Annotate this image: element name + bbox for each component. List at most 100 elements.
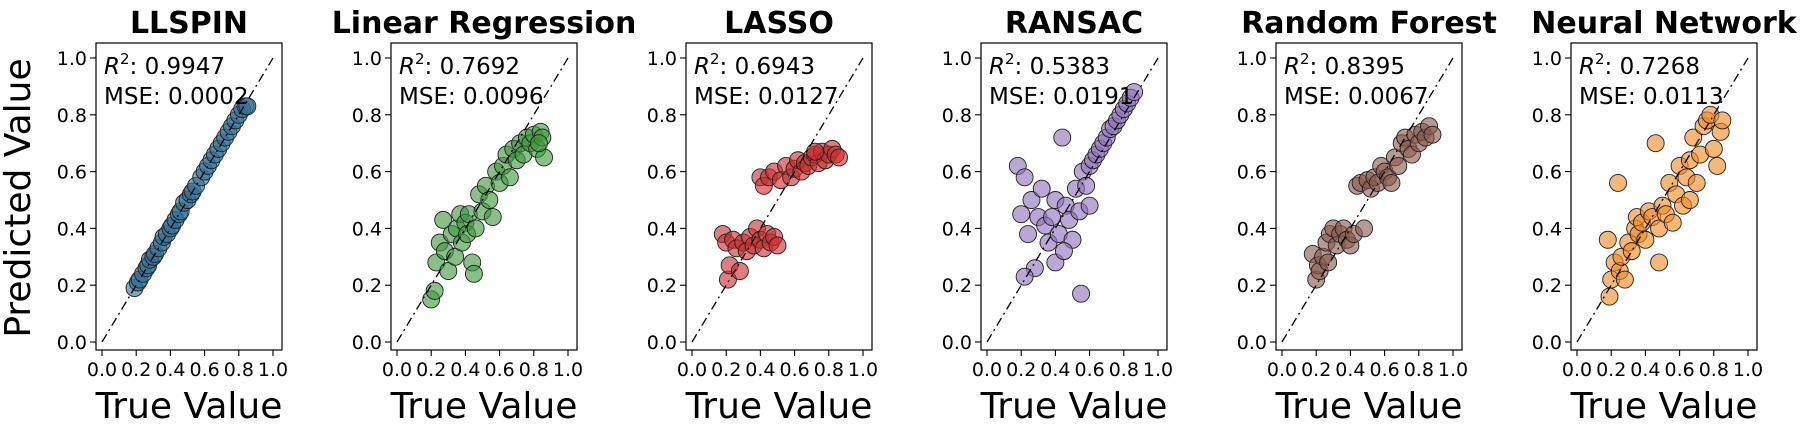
- scatter-point: [1019, 225, 1037, 244]
- y-tick-label: 1.0: [1532, 48, 1562, 70]
- scatter-point: [466, 219, 485, 238]
- r2-text: R2: 0.6943: [694, 50, 815, 80]
- y-tick-label: 0.2: [1532, 275, 1562, 297]
- y-tick-label: 0.6: [352, 162, 382, 184]
- panel-3: LASSO0.00.00.20.20.40.40.60.60.80.81.01.…: [647, 6, 878, 427]
- y-tick-label: 0.0: [647, 332, 677, 354]
- scatter-point: [238, 97, 257, 116]
- scatter-point: [1389, 156, 1408, 175]
- scatter-point: [1072, 284, 1091, 303]
- scatter-point: [1598, 230, 1617, 249]
- scatter-point: [1704, 139, 1723, 158]
- x-tick-label: 0.6: [1074, 359, 1104, 381]
- scatter-point: [730, 262, 749, 280]
- x-axis-label: True Value: [95, 386, 283, 427]
- panel-6: Neural Network0.00.00.20.20.40.40.60.60.…: [1531, 6, 1797, 427]
- plot-frame: [1275, 42, 1463, 351]
- x-tick-label: 0.8: [519, 359, 549, 381]
- panel-5: Random Forest0.00.00.20.20.40.40.60.60.8…: [1237, 6, 1497, 427]
- x-axis-label: True Value: [980, 386, 1168, 427]
- y-tick-label: 0.2: [57, 275, 87, 297]
- y-tick-label: 0.4: [1532, 218, 1562, 240]
- y-tick-label: 0.0: [352, 332, 382, 354]
- x-tick-label: 1.0: [1143, 359, 1173, 381]
- x-axis-label: True Value: [390, 386, 578, 427]
- y-tick-label: 0.2: [1237, 275, 1267, 297]
- x-tick-label: 0.4: [745, 359, 775, 381]
- panel-title: RANSAC: [1005, 6, 1143, 41]
- plot-frame: [1570, 42, 1758, 351]
- x-tick-label: 1.0: [848, 359, 878, 381]
- y-axis-label: Predicted Value: [0, 58, 39, 337]
- y-tick-label: 0.8: [647, 105, 677, 127]
- x-tick-label: 0.8: [1109, 359, 1139, 381]
- y-tick-label: 0.2: [942, 275, 972, 297]
- scatter-point: [465, 264, 483, 283]
- x-tick-label: 0.8: [224, 359, 254, 381]
- y-tick-label: 1.0: [942, 48, 972, 70]
- y-tick-label: 0.6: [647, 162, 677, 184]
- y-tick-label: 0.4: [57, 218, 87, 240]
- scatter-point: [768, 236, 787, 255]
- scatter-point: [1622, 242, 1641, 261]
- y-tick-label: 0.6: [942, 162, 972, 184]
- plot-frame: [390, 42, 578, 351]
- y-tick-label: 0.0: [1237, 332, 1267, 354]
- scatter-point: [1053, 128, 1072, 147]
- y-tick-label: 0.8: [57, 105, 87, 127]
- y-tick-label: 0.8: [352, 105, 382, 127]
- scatter-point: [425, 281, 444, 300]
- y-tick-label: 1.0: [647, 48, 677, 70]
- scatter-point: [1636, 230, 1655, 249]
- identity-line: [396, 57, 569, 343]
- scatter-point: [1600, 287, 1619, 306]
- scatter-point: [1125, 83, 1144, 102]
- scatter-point: [1423, 125, 1442, 144]
- x-tick-label: 1.0: [1438, 359, 1468, 381]
- x-tick-label: 0.6: [189, 359, 219, 381]
- y-tick-label: 0.8: [1532, 105, 1562, 127]
- x-tick-label: 1.0: [1733, 359, 1763, 381]
- scatter-point: [1032, 179, 1051, 198]
- plot-frame: [95, 42, 283, 351]
- y-tick-label: 0.6: [1532, 162, 1562, 184]
- r2-text: R2: 0.8395: [1284, 50, 1405, 80]
- x-tick-label: 0.4: [1335, 359, 1365, 381]
- y-tick-label: 1.0: [352, 48, 382, 70]
- x-tick-label: 0.4: [1630, 359, 1660, 381]
- x-tick-label: 0.0: [1562, 359, 1592, 381]
- x-tick-label: 0.2: [711, 359, 741, 381]
- panel-title: Neural Network: [1531, 6, 1797, 41]
- panel-title: LLSPIN: [130, 6, 248, 41]
- x-tick-label: 0.0: [1267, 359, 1297, 381]
- y-tick-label: 0.4: [942, 218, 972, 240]
- mse-text: MSE: 0.0127: [694, 84, 839, 110]
- mse-text: MSE: 0.0096: [399, 84, 544, 110]
- panel-title: Linear Regression: [332, 6, 637, 41]
- x-tick-label: 0.0: [87, 359, 117, 381]
- x-tick-label: 0.8: [814, 359, 844, 381]
- scatter-point: [1015, 168, 1034, 187]
- plot-frame: [685, 42, 873, 351]
- r2-text: R2: 0.5383: [989, 50, 1110, 80]
- x-axis-label: True Value: [1275, 386, 1463, 427]
- y-tick-label: 1.0: [1237, 48, 1267, 70]
- scatter-point: [500, 168, 519, 187]
- panel-title: LASSO: [724, 6, 834, 41]
- scatter-point: [1609, 174, 1627, 192]
- scatter-point: [1708, 156, 1727, 175]
- y-tick-label: 0.0: [942, 332, 972, 354]
- scatter-point: [529, 134, 548, 153]
- r2-text: R2: 0.7692: [399, 50, 520, 80]
- scatter-point: [1650, 253, 1669, 272]
- panel-4: RANSAC0.00.00.20.20.40.40.60.60.80.81.01…: [942, 6, 1173, 427]
- scatter-point: [1663, 213, 1682, 232]
- x-tick-label: 0.6: [484, 359, 514, 381]
- x-tick-label: 0.2: [1596, 359, 1626, 381]
- y-tick-label: 0.4: [647, 218, 677, 240]
- scatter-point: [1687, 174, 1706, 192]
- scatter-point: [1012, 205, 1031, 224]
- scatter-point: [1646, 134, 1665, 153]
- mse-text: MSE: 0.0067: [1284, 84, 1429, 110]
- scatter-point: [806, 142, 825, 161]
